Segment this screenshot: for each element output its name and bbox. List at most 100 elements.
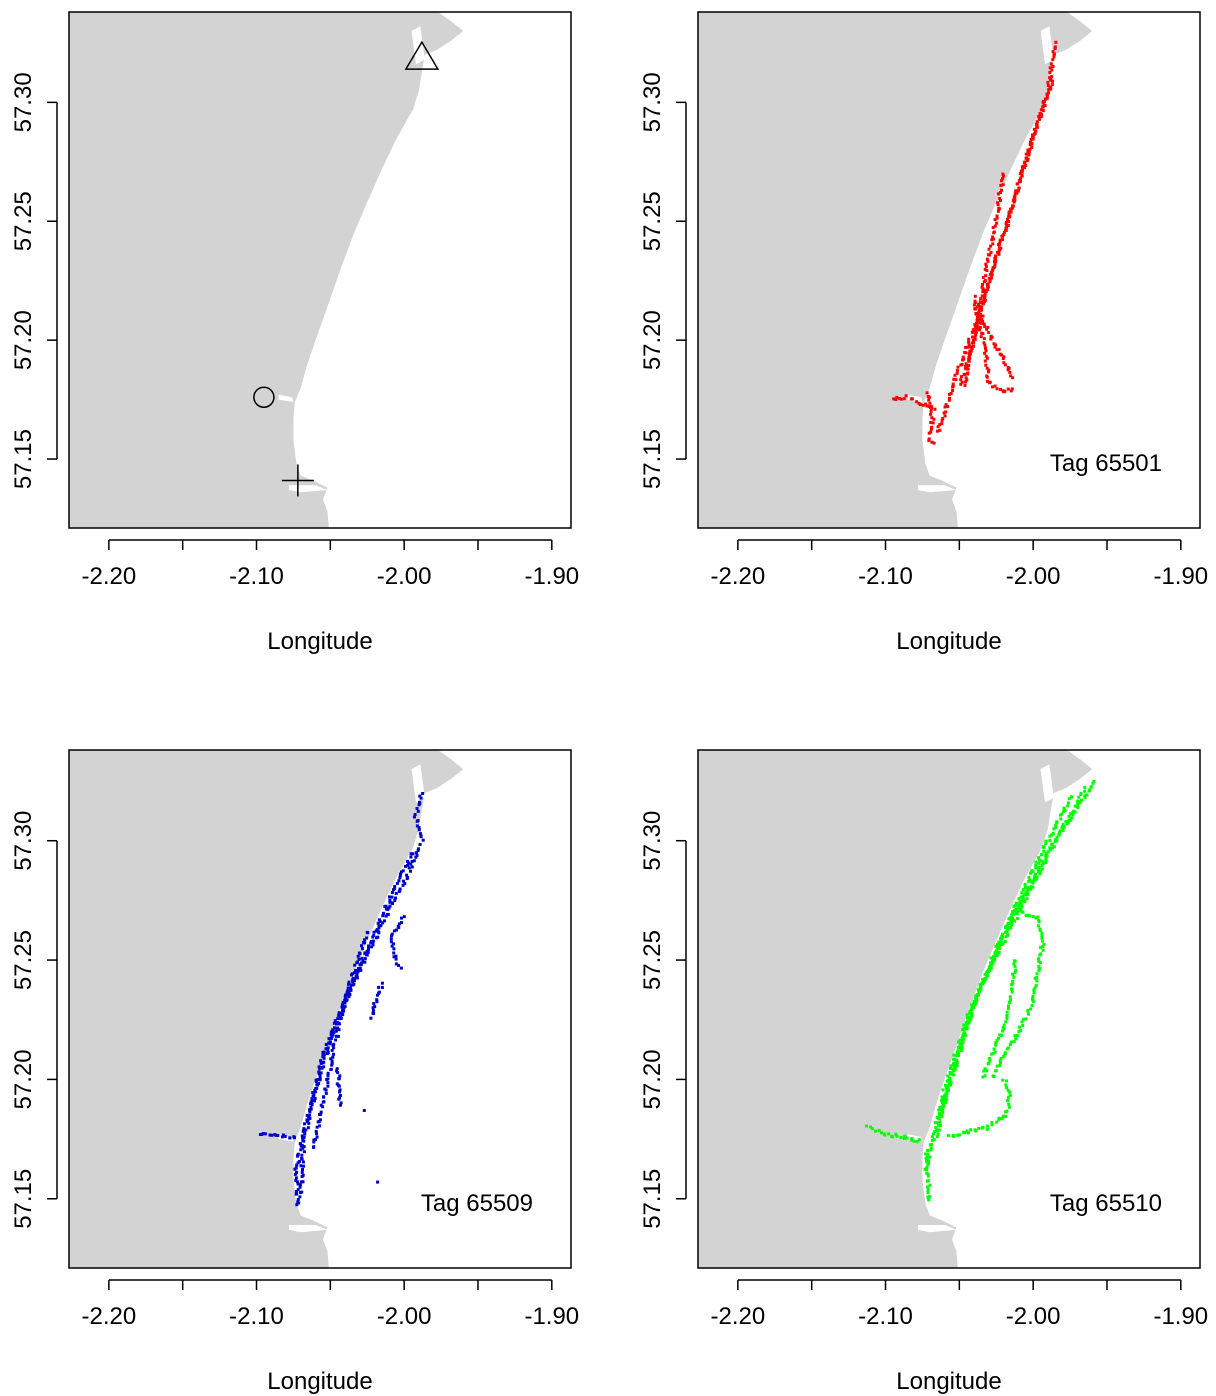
track-point [935,1135,939,1139]
track-point [984,274,988,278]
track-point [395,881,399,885]
track-point [898,396,902,400]
track-point [330,1059,334,1063]
track-point [971,328,975,332]
track-point [996,209,1000,213]
track-point [929,421,933,424]
track-point [1008,1090,1012,1094]
estuary-water [289,1225,328,1233]
track-point [994,1043,998,1047]
track-point [958,1046,962,1049]
track-point [300,1143,304,1147]
track-point [318,1067,322,1071]
track-point [962,1028,966,1032]
track-point [306,1126,310,1130]
track-point [345,991,349,995]
track-point [946,1088,950,1092]
track-point [1051,50,1055,54]
track-point [903,1134,907,1138]
track-point [1048,66,1052,70]
track-point [1020,174,1024,178]
track-point [998,1033,1002,1037]
track-point [338,1094,342,1097]
track-point [390,891,394,894]
track-point [1014,968,1018,972]
track-point [1019,895,1023,899]
track-point [367,944,371,948]
panel-tag-65501: -2.20 -2.10 -2.00 -1.90 Longitude 57.15 57.20 5… [639,11,1208,655]
track-point [330,1063,334,1067]
circle-marker [253,386,275,408]
track-point [992,231,996,235]
track-point [419,796,423,800]
track-point [1044,861,1048,864]
track-point [956,1133,959,1137]
track-point [1019,907,1023,911]
track-point [921,403,925,407]
plot-frame [697,749,1201,1269]
track-point [933,1130,937,1133]
track-point [1051,65,1055,68]
track-point [1014,1037,1018,1041]
track-point [989,276,993,280]
track-point [397,890,401,894]
track-point [987,370,990,374]
track-point [376,1180,380,1184]
track-point [335,1067,339,1071]
track-point [1042,845,1045,849]
track-point [322,1056,326,1060]
track-point [1002,361,1006,365]
track-point [923,1167,927,1171]
track-point [927,395,931,399]
track-point [980,294,984,298]
track-point [1069,812,1073,816]
track-point [1034,872,1037,876]
track-point [965,1027,969,1031]
track-point [1080,798,1083,802]
track-point [1031,870,1035,874]
track-point [1001,932,1004,936]
track-point [1009,1040,1013,1044]
track-point [988,253,991,257]
track-point [945,1098,949,1102]
track-point [318,1072,322,1076]
track-point [415,807,419,810]
track-point [970,1012,973,1016]
track-point [296,1154,300,1158]
land-area [69,12,464,528]
track-point [964,380,967,384]
track-point [927,1198,931,1202]
track-point [397,926,401,930]
track-point [301,1146,305,1150]
track-point [998,246,1002,250]
track-point [932,417,936,421]
track-point [360,956,364,960]
track-point [1037,957,1040,961]
track-point [358,952,362,956]
track-point [414,855,418,859]
track-point [1018,179,1022,183]
track-point [973,326,977,329]
track-point [1024,893,1028,897]
track-point [994,1041,998,1045]
track-point [369,1016,373,1020]
track-point [990,385,994,389]
track-point [311,1091,315,1095]
track-point [951,385,955,389]
x-tick-label: -1.90 [524,1303,579,1330]
track-point [343,1005,347,1009]
track-point [993,1050,997,1054]
track-point [925,391,929,395]
track-point [332,1046,336,1050]
track-point [1021,910,1025,914]
track-point [296,1182,300,1186]
track-point [1011,912,1015,916]
track-point [1038,869,1042,873]
track-point [982,280,986,284]
track-point [933,407,937,411]
track-point [984,264,988,268]
y-tick-label: 57.15 [10,429,37,489]
track-point [377,926,381,930]
track-point [977,1126,981,1130]
track-point [929,409,933,413]
